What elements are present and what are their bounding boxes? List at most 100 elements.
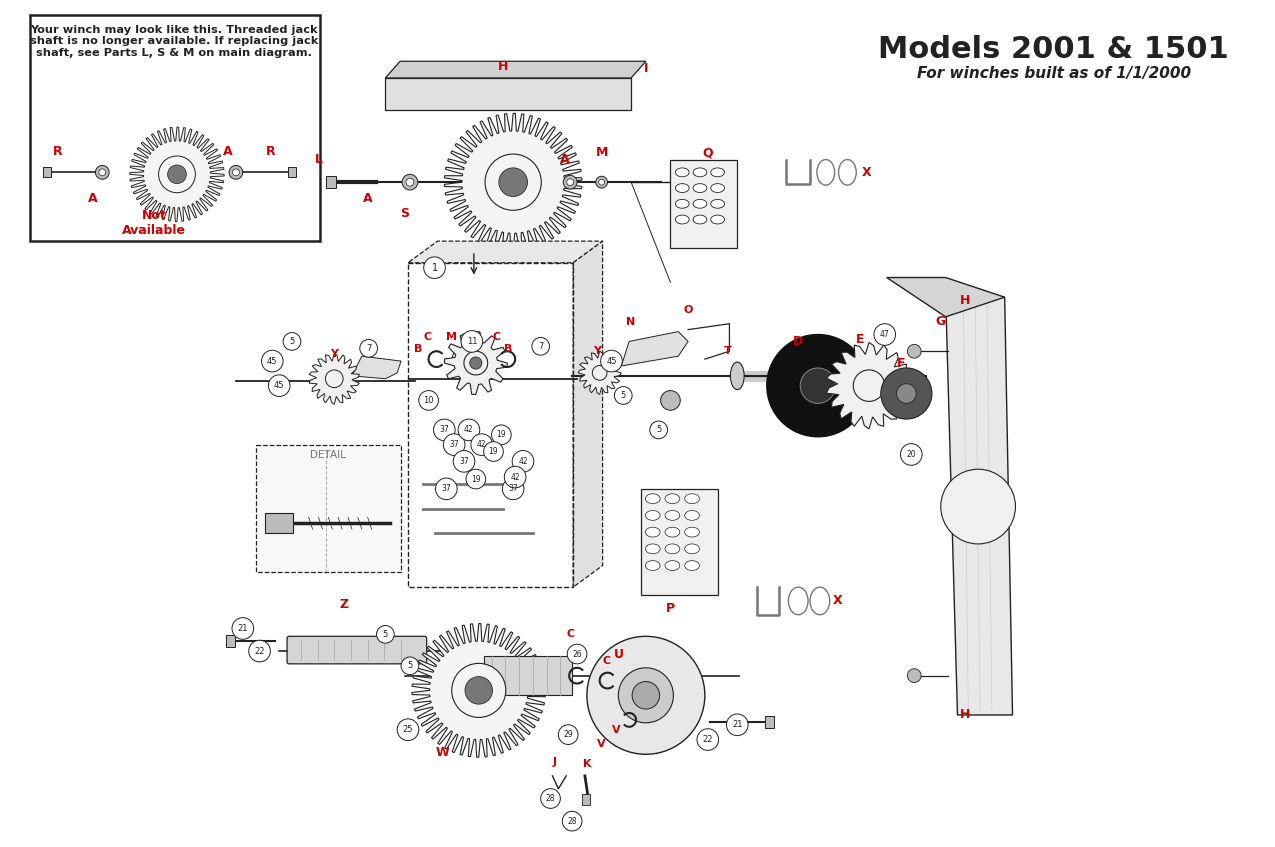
Circle shape xyxy=(492,425,511,445)
Ellipse shape xyxy=(694,215,706,224)
Text: Models 2001 & 1501: Models 2001 & 1501 xyxy=(878,35,1229,64)
Text: C: C xyxy=(603,656,611,666)
Circle shape xyxy=(232,617,254,639)
Text: Y: Y xyxy=(330,349,338,359)
Circle shape xyxy=(405,178,414,186)
Circle shape xyxy=(601,351,622,372)
Text: 5: 5 xyxy=(407,662,413,670)
Ellipse shape xyxy=(676,215,688,224)
Circle shape xyxy=(402,174,418,190)
Circle shape xyxy=(599,180,604,185)
Ellipse shape xyxy=(645,561,660,571)
Circle shape xyxy=(465,677,492,704)
Circle shape xyxy=(562,811,581,831)
Bar xyxy=(671,159,737,248)
FancyBboxPatch shape xyxy=(255,445,402,573)
Text: H: H xyxy=(960,708,970,722)
Text: 5: 5 xyxy=(382,630,388,639)
Text: 26: 26 xyxy=(572,650,581,658)
Text: L: L xyxy=(315,153,323,166)
Circle shape xyxy=(801,368,835,403)
Ellipse shape xyxy=(731,362,745,390)
Text: DETAIL: DETAIL xyxy=(310,450,347,460)
Circle shape xyxy=(423,257,445,279)
Circle shape xyxy=(325,370,343,388)
Circle shape xyxy=(99,169,106,176)
Ellipse shape xyxy=(685,527,700,537)
Circle shape xyxy=(908,345,921,358)
Ellipse shape xyxy=(645,494,660,504)
Text: 19: 19 xyxy=(470,474,481,484)
Text: W: W xyxy=(436,746,449,759)
Polygon shape xyxy=(352,356,402,379)
Polygon shape xyxy=(483,656,572,695)
Ellipse shape xyxy=(694,199,706,208)
Text: 25: 25 xyxy=(403,725,413,734)
Bar xyxy=(226,635,235,647)
Text: 37: 37 xyxy=(441,484,451,493)
Circle shape xyxy=(462,330,483,352)
Bar xyxy=(265,513,293,533)
Circle shape xyxy=(261,351,283,372)
Circle shape xyxy=(451,663,506,717)
Text: H: H xyxy=(960,294,970,307)
Ellipse shape xyxy=(839,159,857,185)
Circle shape xyxy=(167,165,186,184)
Circle shape xyxy=(283,333,301,351)
Polygon shape xyxy=(826,342,912,429)
Circle shape xyxy=(434,419,455,440)
Ellipse shape xyxy=(685,544,700,554)
Circle shape xyxy=(853,370,885,401)
Text: P: P xyxy=(666,602,674,615)
Text: A: A xyxy=(88,192,97,205)
Bar xyxy=(326,176,337,188)
Text: 42: 42 xyxy=(464,425,474,435)
Ellipse shape xyxy=(788,587,808,615)
Circle shape xyxy=(418,390,439,410)
Circle shape xyxy=(727,714,748,735)
Bar xyxy=(43,168,51,177)
Circle shape xyxy=(249,640,270,662)
Circle shape xyxy=(766,335,870,437)
Polygon shape xyxy=(412,623,546,757)
Ellipse shape xyxy=(694,168,706,177)
Text: For winches built as of 1/1/2000: For winches built as of 1/1/2000 xyxy=(917,66,1191,81)
Circle shape xyxy=(453,347,476,371)
Text: 45: 45 xyxy=(274,381,284,390)
Circle shape xyxy=(464,352,488,375)
Text: 37: 37 xyxy=(449,440,459,449)
Circle shape xyxy=(436,478,458,500)
Polygon shape xyxy=(946,297,1012,715)
Text: I: I xyxy=(644,62,648,75)
Text: 47: 47 xyxy=(880,330,890,339)
Text: C: C xyxy=(492,331,501,341)
Text: 37: 37 xyxy=(509,484,518,493)
Ellipse shape xyxy=(817,159,835,185)
Ellipse shape xyxy=(710,215,724,224)
Circle shape xyxy=(444,434,465,456)
Text: M: M xyxy=(446,331,456,341)
Polygon shape xyxy=(385,61,646,78)
Text: Your winch may look like this. Threaded jack
shaft is no longer available. If re: Your winch may look like this. Threaded … xyxy=(29,25,319,58)
Text: 42: 42 xyxy=(477,440,487,449)
Polygon shape xyxy=(574,241,603,587)
Circle shape xyxy=(465,469,486,489)
Text: R: R xyxy=(265,145,275,158)
Text: B: B xyxy=(504,344,513,354)
Polygon shape xyxy=(445,113,581,251)
Polygon shape xyxy=(621,331,688,366)
Circle shape xyxy=(398,719,418,740)
Text: F: F xyxy=(898,357,905,369)
Text: Not
Available: Not Available xyxy=(122,208,186,236)
Ellipse shape xyxy=(645,527,660,537)
Circle shape xyxy=(881,368,932,419)
Text: C: C xyxy=(566,629,574,639)
Bar xyxy=(581,794,590,805)
Circle shape xyxy=(660,390,681,410)
Circle shape xyxy=(470,434,492,456)
Ellipse shape xyxy=(666,511,680,520)
Ellipse shape xyxy=(676,199,688,208)
Text: 7: 7 xyxy=(538,342,543,351)
Circle shape xyxy=(269,375,289,396)
Circle shape xyxy=(96,165,110,180)
